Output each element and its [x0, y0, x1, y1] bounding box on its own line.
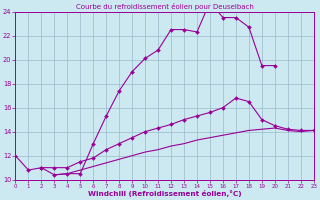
X-axis label: Windchill (Refroidissement éolien,°C): Windchill (Refroidissement éolien,°C): [88, 190, 241, 197]
Title: Courbe du refroidissement éolien pour Deuselbach: Courbe du refroidissement éolien pour De…: [76, 3, 253, 10]
